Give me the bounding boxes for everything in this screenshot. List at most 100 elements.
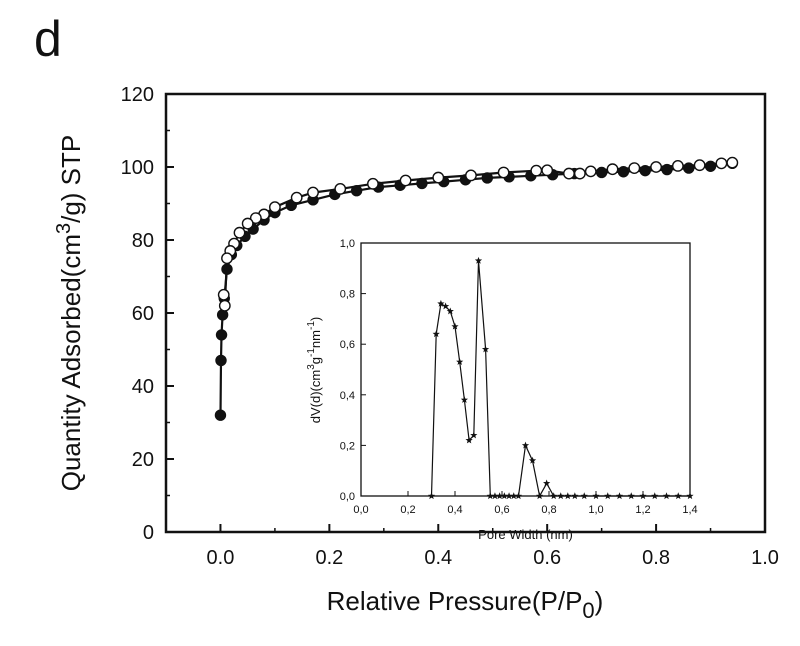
desorption-point — [217, 288, 230, 301]
pore-distribution-point — [510, 492, 518, 500]
pore-distribution-point — [615, 492, 624, 500]
pore-distribution-point — [481, 345, 490, 353]
inset-x-tick-label: 1,2 — [635, 504, 650, 516]
pore-distribution-point — [543, 479, 551, 487]
inset-y-tick-label: 0,8 — [340, 289, 355, 301]
desorption-point — [606, 163, 619, 176]
pore-distribution-point — [564, 492, 572, 500]
pore-distribution-point — [604, 492, 612, 500]
inset-x-tick-label: 1,0 — [588, 504, 603, 516]
adsorption-point — [595, 166, 608, 179]
inset-x-axis-label: Pore Width (nm) — [478, 527, 573, 542]
inset-y-tick-label: 0,0 — [340, 491, 355, 503]
pore-distribution-point — [557, 492, 565, 500]
pore-distribution-point — [686, 492, 694, 500]
desorption-point — [241, 217, 254, 230]
inset-x-tick-label: 1,4 — [682, 504, 697, 516]
desorption-point — [218, 299, 231, 312]
pore-distribution-point — [627, 492, 635, 500]
pore-distribution-point — [550, 492, 558, 500]
adsorption-point — [215, 354, 227, 367]
adsorption-point — [350, 185, 363, 197]
desorption-point — [671, 160, 684, 172]
inset-y-tick-label: 0,2 — [340, 440, 355, 452]
desorption-point — [573, 167, 586, 180]
pore-distribution-point — [674, 492, 682, 500]
pore-distribution-point — [491, 492, 499, 500]
inset-x-tick-label: 0,8 — [541, 504, 556, 516]
adsorption-point — [704, 160, 717, 172]
desorption-point — [249, 212, 262, 225]
pore-distribution-point — [465, 436, 473, 444]
panel-label: d — [34, 11, 62, 67]
main-x-tick-label: 0.2 — [315, 547, 343, 569]
pore-distribution-point — [496, 492, 504, 500]
main-y-tick-label: 0 — [143, 522, 154, 544]
inset-y-tick-label: 0,4 — [340, 390, 355, 402]
desorption-point — [465, 169, 477, 182]
inset-y-tick-label: 0,6 — [340, 339, 355, 351]
inset-x-tick-label: 0,6 — [494, 504, 509, 516]
adsorption-point — [215, 329, 228, 341]
main-y-tick-label: 20 — [132, 449, 154, 471]
main-y-tick-label: 40 — [132, 376, 154, 398]
adsorption-point — [214, 409, 227, 421]
pore-distribution-point — [446, 307, 454, 315]
inset-plot-frame — [360, 242, 691, 497]
desorption-point — [584, 165, 597, 178]
adsorption-point — [481, 172, 493, 184]
main-y-axis-label: Quantity Adsorbed(cm3/g) STP — [53, 135, 86, 492]
inset-y-tick-label: 1,0 — [340, 238, 355, 250]
adsorption-point — [683, 162, 695, 174]
main-x-axis-label: Relative Pressure(P/P0) — [327, 586, 604, 623]
inset-y-axis-label: dV(d)(cm3g-1nm-1) — [306, 317, 323, 423]
desorption-point — [726, 156, 739, 169]
adsorption-point — [639, 164, 651, 177]
pore-distribution-point — [441, 302, 450, 310]
inset-x-tick-label: 0,4 — [447, 504, 462, 516]
desorption-point — [334, 182, 347, 195]
pore-distribution-point — [639, 492, 647, 500]
pore-distribution-point — [470, 431, 478, 439]
main-x-tick-label: 0.0 — [207, 547, 235, 569]
desorption-point — [221, 252, 233, 265]
desorption-point — [693, 159, 706, 172]
main-x-tick-label: 0.4 — [424, 547, 452, 569]
pore-distribution-point — [451, 322, 459, 330]
adsorption-point — [617, 166, 630, 178]
desorption-point — [715, 157, 728, 170]
main-x-tick-label: 0.6 — [533, 547, 561, 569]
pore-distribution-point — [500, 492, 508, 500]
pore-distribution-point — [580, 492, 588, 500]
main-y-tick-label: 80 — [132, 230, 154, 252]
desorption-point — [399, 174, 412, 187]
pore-distribution-point — [427, 492, 436, 500]
desorption-point — [650, 161, 662, 173]
desorption-point — [367, 177, 379, 190]
pore-distribution-point — [651, 492, 659, 500]
adsorption-point — [661, 163, 673, 176]
pore-distribution-point — [528, 456, 537, 464]
desorption-point — [307, 186, 319, 199]
main-y-tick-label: 120 — [121, 84, 154, 106]
pore-distribution-point — [521, 441, 530, 449]
main-x-tick-label: 0.8 — [642, 547, 670, 569]
main-y-tick-label: 60 — [132, 303, 154, 325]
desorption-point — [269, 201, 281, 214]
desorption-point — [432, 171, 445, 184]
adsorption-point — [221, 263, 233, 275]
pore-distribution-point — [514, 492, 523, 500]
main-x-tick-label: 1.0 — [751, 547, 779, 569]
pore-distribution-point — [571, 492, 579, 500]
inset-x-tick-label: 0,0 — [353, 504, 368, 516]
pore-distribution-point — [486, 492, 494, 500]
pore-distribution-point — [662, 492, 671, 500]
pore-distribution-point — [460, 396, 469, 403]
adsorption-point — [416, 177, 428, 190]
pore-distribution-point — [505, 492, 513, 500]
desorption-point — [563, 167, 575, 180]
pore-distribution-point — [437, 299, 445, 307]
pore-distribution-point — [592, 492, 600, 500]
